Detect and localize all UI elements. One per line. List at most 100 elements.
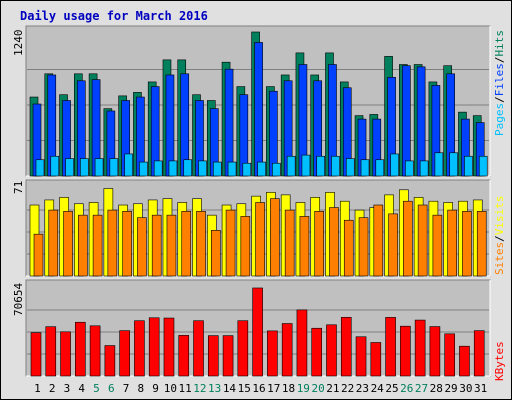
day-label: 5 [93, 382, 100, 395]
kbytes-bar [385, 317, 396, 377]
kbytes-bar [89, 325, 101, 377]
day-label: 26 [400, 382, 413, 395]
day-label: 19 [297, 382, 310, 395]
kbytes-bar [296, 309, 308, 377]
day-label: 12 [193, 382, 206, 395]
day-label: 7 [123, 382, 130, 395]
visits-bar-sites [181, 211, 192, 277]
visits-bar-sites [225, 209, 236, 277]
kbytes-bar [119, 330, 130, 377]
day-label: 25 [385, 382, 398, 395]
hits-bar-pages [35, 159, 45, 177]
visits-bar-sites [33, 233, 44, 277]
visits-bar-sites [166, 214, 177, 277]
hits-max-label: 1240 [12, 29, 25, 57]
visits-legend-item: Sites [493, 241, 506, 275]
visits-bar-sites [432, 214, 443, 277]
kbytes-bar [444, 333, 455, 377]
day-label: 21 [326, 382, 339, 395]
hits-legend-item: / [493, 96, 506, 103]
hits-bar-pages [449, 152, 458, 177]
visits-bar-sites [447, 209, 457, 277]
visits-bar-sites [122, 211, 132, 277]
kbytes-bar [75, 321, 86, 377]
day-label: 2 [49, 382, 56, 395]
day-label: 6 [108, 382, 115, 395]
hits-bar-pages [183, 159, 193, 177]
hits-bar-pages [390, 153, 399, 177]
hits-bar-files [254, 42, 263, 177]
hits-bar-pages [242, 162, 252, 177]
kbytes-bar [45, 326, 57, 377]
kbytes-bar [370, 342, 382, 377]
day-label: 17 [267, 382, 280, 395]
kbytes-bar [104, 345, 116, 377]
hits-bar-pages [301, 154, 311, 177]
hits-bar-pages [139, 161, 148, 177]
kbytes-bar [237, 320, 249, 377]
visits-bar-sites [476, 211, 487, 277]
visits-bar-sites [92, 214, 103, 277]
kbytes-bar [311, 327, 323, 377]
hits-bar-files [416, 66, 426, 177]
day-label: 11 [179, 382, 192, 395]
visits-bar-sites [299, 216, 310, 277]
day-label: 18 [282, 382, 295, 395]
day-label: 15 [238, 382, 251, 395]
hits-bar-pages [153, 160, 163, 177]
hits-legend: Pages/Files/Hits [493, 30, 506, 136]
hits-bar-pages [65, 158, 74, 177]
day-label: 16 [252, 382, 265, 395]
kbytes-bar [267, 330, 278, 377]
visits-bar-sites [284, 209, 295, 277]
hits-legend-item: Pages [493, 102, 506, 136]
visits-bar-sites [314, 211, 325, 277]
visits-bar-sites [48, 209, 59, 277]
day-label: 20 [311, 382, 324, 395]
kbytes-bar [459, 345, 470, 377]
hits-bar-pages [478, 155, 488, 177]
hits-legend-item: Files [493, 63, 506, 97]
day-label: 14 [223, 382, 237, 395]
visits-max-label: 71 [12, 180, 25, 194]
hits-bar-pages [286, 155, 296, 177]
hits-bar-pages [405, 160, 414, 177]
day-label: 9 [152, 382, 159, 395]
hits-legend-item: / [493, 56, 506, 64]
hits-bar-pages [80, 158, 89, 177]
visits-bar-sites [403, 200, 413, 277]
day-label: 31 [474, 382, 487, 395]
hits-bar-pages [360, 159, 370, 177]
day-label: 24 [371, 382, 385, 395]
kbytes-bar [30, 332, 42, 377]
kbytes-bar [148, 317, 160, 377]
visits-bar-sites [151, 214, 162, 277]
day-label: 29 [444, 382, 457, 395]
hits-bar-pages [227, 161, 237, 177]
day-label: 30 [459, 382, 472, 395]
hits-legend-item: Hits [493, 30, 506, 57]
kbytes-bar [60, 331, 71, 377]
kbytes-bar [281, 323, 293, 377]
visits-bar-sites [462, 211, 472, 277]
day-label: 23 [356, 382, 369, 395]
day-label: 4 [78, 382, 85, 395]
day-label: 10 [164, 382, 177, 395]
visits-legend-item: Visits [493, 195, 506, 236]
hits-bar-pages [316, 155, 326, 177]
visits-bar-sites [388, 213, 398, 277]
hits-bar-pages [109, 158, 119, 177]
hits-bar-pages [94, 158, 104, 177]
kbytes-bar [222, 335, 234, 377]
kbytes-bar [414, 319, 426, 377]
kbytes-bar [400, 325, 411, 377]
hits-bar-pages [434, 152, 444, 177]
visits-bar-sites [107, 209, 118, 277]
day-label: 28 [430, 382, 443, 395]
kbytes-bar [473, 330, 485, 377]
kbytes-bar [340, 316, 352, 377]
kbytes-bar [193, 320, 204, 377]
kbytes-max-label: 70654 [12, 282, 25, 316]
hits-bar-pages [272, 162, 281, 177]
